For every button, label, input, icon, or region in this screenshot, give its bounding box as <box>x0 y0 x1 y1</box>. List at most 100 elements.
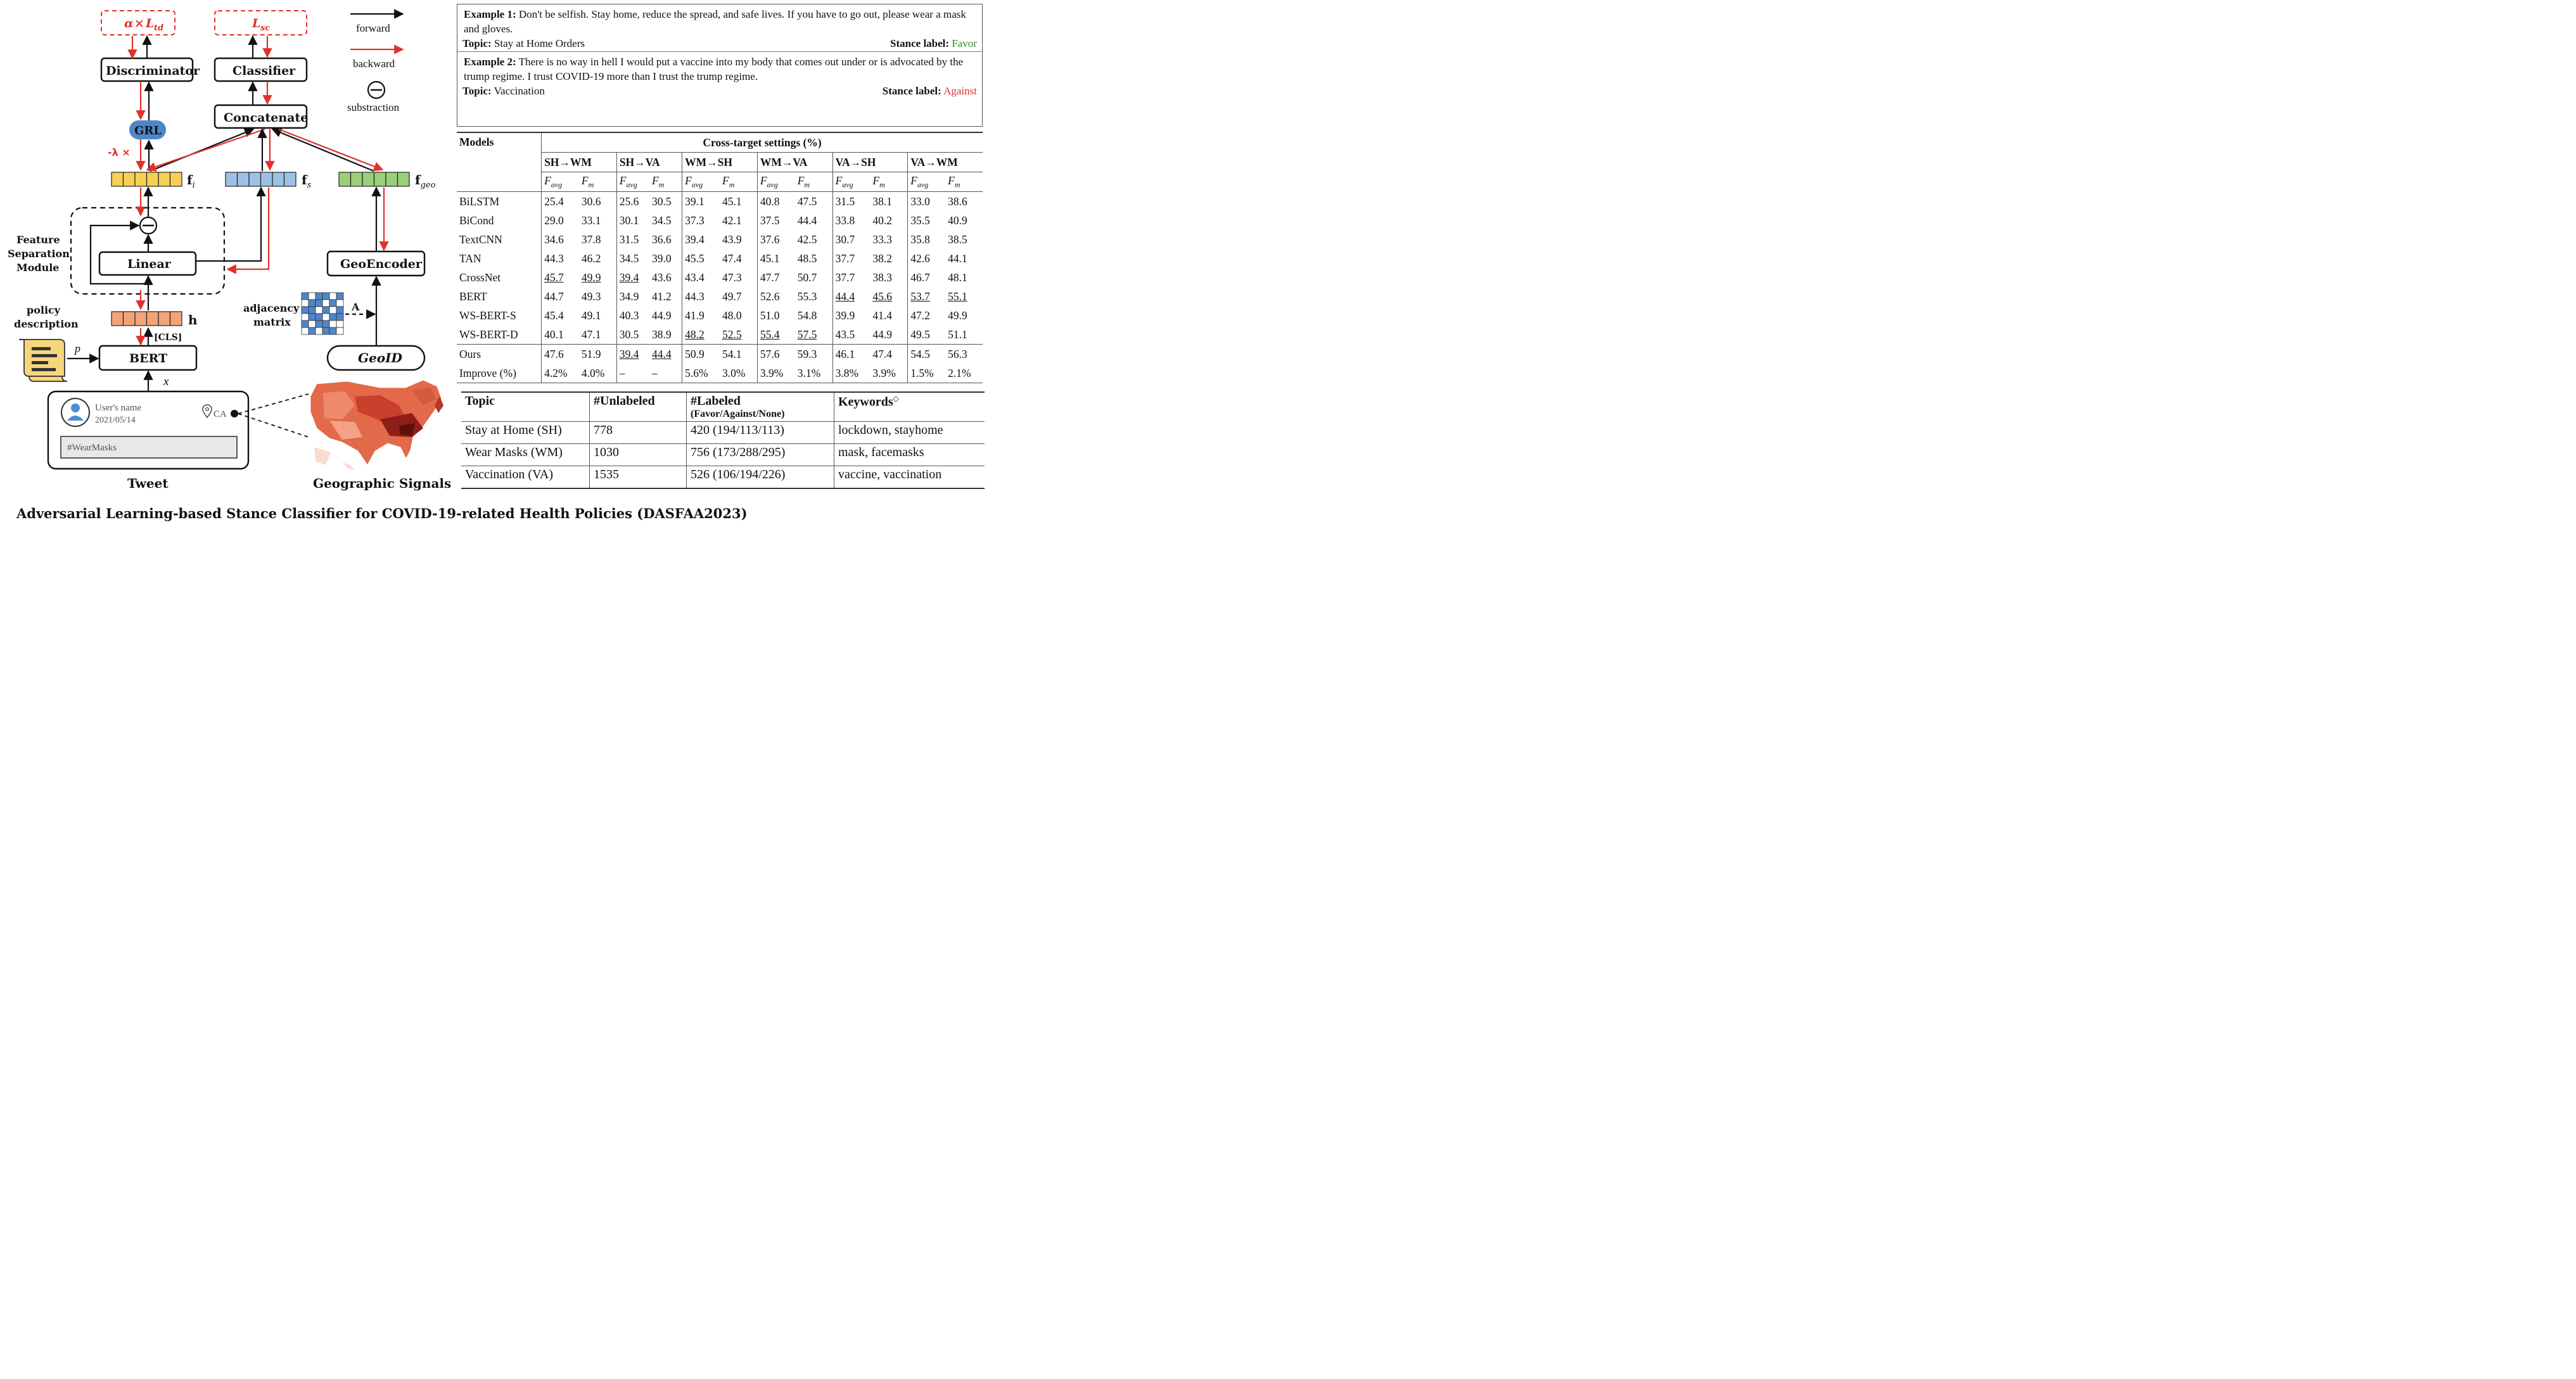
geoencoder-node: GeoEncoder <box>326 250 426 277</box>
fs-cell <box>248 172 262 187</box>
architecture-diagram: α × L td L sc forward backward substract… <box>8 9 451 491</box>
model-name: Improve (%) <box>459 366 516 379</box>
score-cell: 44.4 <box>832 287 870 306</box>
score-cell: 30.1 <box>616 211 649 230</box>
score-cell: 42.5 <box>797 232 817 246</box>
score-cell: 46.7 <box>907 268 946 287</box>
example-1-meta: Topic: Stay at Home Orders Stance label:… <box>457 36 982 51</box>
score-cell: 47.4 <box>722 251 742 265</box>
score-cell: 51.9 <box>581 347 601 360</box>
topic-topic-cell: Wear Masks (WM) <box>461 443 590 466</box>
model-name: WS-BERT-D <box>459 327 518 341</box>
score-cell: 43.5 <box>832 325 870 345</box>
classification-loss-box: L sc <box>214 10 307 35</box>
labeled-header: #Labeled (Favor/Against/None) <box>686 392 834 422</box>
adjacency-cell <box>315 320 323 328</box>
score-cell: 45.4 <box>541 306 579 325</box>
h-cell <box>134 311 148 326</box>
score-cell: 33.0 <box>907 191 946 211</box>
adjacency-cell <box>336 327 344 335</box>
linear-label: Linear <box>127 257 172 271</box>
score-cell: 44.1 <box>948 251 967 265</box>
legend: forward backward substraction <box>347 9 404 113</box>
adjacency-cell <box>336 313 344 321</box>
table-row: TAN 44.3 46.2 34.5 39.0 45.5 47.4 45.1 48.5 37.7 3… <box>457 249 983 268</box>
adjacency-cell <box>336 299 344 307</box>
setting-header: SH→WM <box>541 152 617 172</box>
score-cell: 42.1 <box>722 213 742 227</box>
model-name: BiCond <box>459 213 494 227</box>
adjacency-label-1: adjacency <box>243 302 300 314</box>
metric-header: Fm <box>794 172 833 192</box>
geoid-node: GeoID <box>326 345 426 371</box>
example-2-meta: Topic: Vaccination Stance label: Against <box>457 84 982 99</box>
score-cell: 40.2 <box>872 213 893 227</box>
score-cell: 38.2 <box>872 251 893 265</box>
adjacency-cell <box>301 320 309 328</box>
dash-to-map-top <box>238 393 309 414</box>
loss-td-times: × <box>134 16 144 30</box>
score-cell: 52.6 <box>756 287 795 306</box>
fgeo-label: fgeo <box>415 172 436 190</box>
score-cell: 38.6 <box>948 194 967 208</box>
metric-header: Fm <box>870 172 908 192</box>
score-cell: 37.8 <box>581 232 601 246</box>
score-cell: 49.9 <box>581 270 601 284</box>
score-cell: 25.6 <box>616 191 649 211</box>
score-cell: 57.5 <box>797 327 817 341</box>
score-cell: 49.9 <box>948 308 967 322</box>
adjacency-cell <box>322 306 330 314</box>
metric-header: Fm <box>649 172 682 192</box>
topics-body: Stay at Home (SH) 778 420 (194/113/113) loc… <box>461 421 985 488</box>
score-cell: 4.2% <box>541 364 579 383</box>
fs-label: fs <box>302 172 312 190</box>
adjacency-cell <box>329 313 337 321</box>
policy-document-icon <box>19 339 68 382</box>
arrow-fgeo-to-concat <box>271 128 374 172</box>
metric-header: Favg <box>832 172 870 192</box>
keywords-header-main: Keywords <box>838 395 893 409</box>
score-cell: 39.4 <box>682 230 720 249</box>
legend-subtraction-icon <box>367 80 386 99</box>
legend-forward-label: forward <box>356 22 390 34</box>
concatenate-node: Concatenate <box>214 104 308 129</box>
settings-header: Cross-target settings (%) <box>541 132 983 153</box>
topic-labeled-cell: 756 (173/288/295) <box>686 443 834 466</box>
score-cell: – <box>651 366 658 379</box>
adjacency-cell <box>329 292 337 300</box>
score-cell: 40.1 <box>541 325 579 345</box>
score-cell: 48.5 <box>797 251 817 265</box>
classifier-node: Classifier <box>214 57 308 82</box>
tweet-text: #WearMasks <box>67 443 117 453</box>
score-cell: 49.7 <box>722 289 742 303</box>
topic-labeled-cell: 420 (194/113/113) <box>686 421 834 444</box>
tweet-caption: Tweet <box>127 476 169 491</box>
feature-vector-h <box>111 311 182 326</box>
geoid-label: GeoID <box>358 350 403 365</box>
score-cell: 44.3 <box>541 249 579 268</box>
score-cell: 39.0 <box>651 251 672 265</box>
legend-subtraction-label: substraction <box>347 101 400 113</box>
feature-vector-fs <box>225 172 296 187</box>
dash-to-map-bottom <box>238 413 309 438</box>
score-cell: 35.8 <box>907 230 946 249</box>
policy-label-1: policy <box>27 304 61 316</box>
model-name: BiLSTM <box>459 194 500 208</box>
x-label: x <box>163 375 169 388</box>
fi-cell <box>169 172 182 187</box>
arrow-linear-to-fs <box>196 186 266 262</box>
score-cell: 44.9 <box>651 308 672 322</box>
discriminator-label: Discriminator <box>106 64 200 78</box>
topic-labeled-cell: 526 (106/194/226) <box>686 466 834 488</box>
score-cell: 48.2 <box>682 325 720 345</box>
score-cell: 44.4 <box>797 213 817 227</box>
topic-unlabeled-cell: 1535 <box>589 466 687 488</box>
adjacency-cell <box>322 292 330 300</box>
example-2-head: Example 2: <box>464 56 516 68</box>
adjacency-cell <box>301 299 309 307</box>
feature-vector-fgeo <box>338 172 410 187</box>
bert-label: BERT <box>129 352 167 365</box>
adjacency-cell <box>322 327 330 335</box>
fgeo-cell <box>373 172 386 187</box>
location-pin-icon <box>202 404 212 419</box>
